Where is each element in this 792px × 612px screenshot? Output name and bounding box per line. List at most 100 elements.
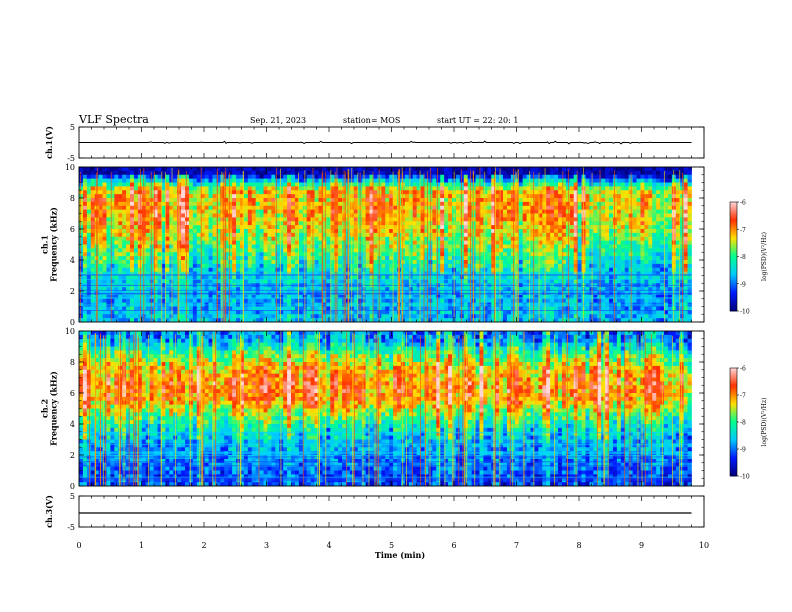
spectrogram-cell (318, 298, 323, 303)
spectrogram-cell (408, 256, 414, 261)
spectrogram-cell (82, 213, 88, 218)
spectrogram-cell (475, 205, 480, 210)
spectrogram-cell (161, 225, 166, 230)
spectrogram-cell (506, 236, 512, 241)
spectrogram-cell (239, 240, 245, 245)
spectrogram-cell (118, 263, 123, 269)
spectrogram-cell (408, 190, 414, 195)
spectrogram-cell (404, 221, 410, 226)
spectrogram-cell (318, 267, 323, 272)
spectrogram-cell (204, 194, 209, 199)
spectrogram-cell (389, 186, 394, 191)
spectrogram-cell (196, 263, 202, 269)
spectrogram-cell (322, 213, 327, 218)
spectrogram-cell (220, 294, 225, 300)
spectrogram-cell (393, 252, 398, 257)
spectrogram-cell (114, 271, 119, 276)
spectrogram-cell (499, 174, 504, 179)
spectrogram-cell (271, 182, 276, 187)
spectrogram-cell (247, 314, 253, 319)
spectrogram-cell (181, 287, 186, 292)
spectrogram-cell (306, 201, 311, 207)
spectrogram-cell (365, 240, 370, 245)
spectrogram-cell (463, 201, 469, 207)
spectrogram-cell (338, 205, 343, 210)
spectrogram-cell (479, 209, 484, 214)
spectrogram-cell (236, 267, 241, 272)
spectrogram-cell (271, 310, 276, 315)
spectrogram-cell (459, 217, 465, 222)
spectrogram-cell (90, 260, 96, 265)
spectrogram-cell (424, 201, 429, 207)
spectrogram-cell (432, 201, 437, 207)
spectrogram-cell (314, 178, 319, 183)
spectrogram-cell (448, 232, 453, 238)
spectrogram-cell (483, 314, 488, 319)
spectrogram-cell (318, 178, 323, 183)
spectrogram-cell (338, 306, 343, 311)
spectrogram-cell (224, 260, 229, 265)
spectrogram-cell (424, 229, 429, 234)
spectrogram-cell (243, 267, 249, 272)
spectrogram-cell (330, 314, 335, 319)
spectrogram-cell (118, 182, 123, 187)
spectrogram-cell (487, 248, 492, 253)
spectrogram-cell (326, 225, 331, 230)
spectrogram-cell (181, 252, 186, 257)
spectrogram-cell (94, 205, 99, 210)
spectrogram-cell (279, 271, 284, 276)
spectrogram-cell (455, 287, 461, 292)
spectrogram-cell (279, 298, 284, 303)
spectrogram-cell (275, 294, 280, 300)
spectrogram-cell (514, 260, 520, 265)
spectrogram-cell (192, 294, 198, 300)
spectrogram-cell (550, 217, 555, 222)
spectrogram-cell (130, 229, 135, 234)
spectrogram-cell (353, 221, 359, 226)
spectrogram-cell (106, 236, 111, 241)
spectrogram-cell (440, 244, 445, 249)
spectrogram-cell (106, 229, 111, 234)
spectrogram-cell (440, 186, 445, 191)
spectrogram-cell (106, 205, 111, 210)
spectrogram-cell (420, 170, 425, 176)
spectrogram-cell (440, 225, 445, 230)
spectrogram-cell (385, 167, 390, 172)
spectrogram-cell (114, 306, 119, 311)
spectrogram-cell (491, 298, 496, 303)
spectrogram-cell (165, 178, 170, 183)
spectrogram-cell (526, 213, 531, 218)
spectrogram-cell (106, 267, 111, 272)
spectrogram-cell (279, 240, 284, 245)
spectrogram-cell (330, 186, 335, 191)
spectrogram-cell (196, 244, 202, 249)
spectrogram-cell (79, 182, 84, 187)
spectrogram-cell (330, 194, 335, 199)
spectrogram-cell (165, 205, 170, 210)
spectrogram-cell (455, 194, 461, 199)
spectrogram-cell (173, 178, 178, 183)
spectrogram-cell (271, 213, 276, 218)
spectrogram-cell (291, 182, 296, 187)
spectrogram-cell (86, 236, 92, 241)
spectrogram-cell (267, 287, 272, 292)
spectrogram-cell (530, 271, 535, 276)
spectrogram-cell (114, 217, 119, 222)
spectrogram-cell (153, 167, 158, 172)
spectrogram-cell (208, 194, 213, 199)
spectrogram-cell (463, 248, 469, 253)
spectrogram-cell (550, 314, 555, 319)
spectrogram-cell (279, 170, 284, 176)
spectrogram-cell (251, 275, 257, 280)
spectrogram-cell (271, 287, 276, 292)
spectrogram-cell (530, 275, 535, 280)
spectrogram-cell (463, 240, 469, 245)
spectrogram-cell (499, 275, 504, 280)
spectrogram-cell (416, 201, 421, 207)
spectrogram-cell (79, 236, 84, 241)
spectrogram-cell (554, 279, 559, 284)
spectrogram-cell (412, 178, 418, 183)
spectrogram-cell (550, 275, 555, 280)
spectrogram-cell (546, 225, 551, 230)
spectrogram-cell (487, 205, 492, 210)
